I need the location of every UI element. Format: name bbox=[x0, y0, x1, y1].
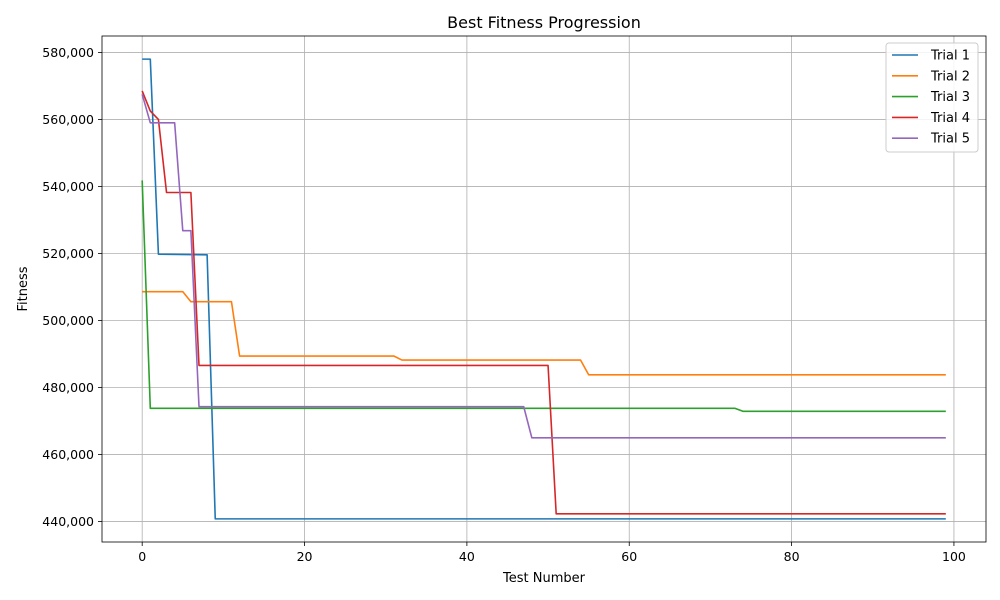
x-tick-label: 40 bbox=[459, 549, 475, 564]
series-line-trial-2 bbox=[142, 290, 946, 376]
y-tick-label: 440,000 bbox=[42, 514, 94, 529]
y-axis-label: Fitness bbox=[16, 266, 31, 311]
x-axis-label: Test Number bbox=[502, 571, 586, 586]
y-tick-label: 520,000 bbox=[42, 246, 94, 261]
x-tick-label: 20 bbox=[297, 549, 313, 564]
series-line-trial-5 bbox=[141, 94, 946, 439]
legend-label-trial-3: Trial 3 bbox=[930, 90, 970, 105]
legend-label-trial-5: Trial 5 bbox=[930, 132, 970, 147]
legend-label-trial-2: Trial 2 bbox=[930, 69, 970, 84]
series-line-trial-4 bbox=[141, 90, 946, 515]
y-tick-label: 460,000 bbox=[42, 447, 94, 462]
plot-background bbox=[102, 36, 986, 542]
series-line-trial-3 bbox=[141, 180, 946, 413]
y-tick-label: 500,000 bbox=[42, 313, 94, 328]
legend-box bbox=[885, 42, 979, 153]
y-tick-label: 480,000 bbox=[42, 380, 94, 395]
x-tick-label: 80 bbox=[784, 549, 800, 564]
y-tick-label: 580,000 bbox=[42, 45, 94, 60]
series-line-trial-1 bbox=[142, 58, 946, 520]
x-axis: 0 20 40 60 80 100 bbox=[138, 542, 966, 564]
plot-frame bbox=[101, 35, 987, 543]
legend-label-trial-4: Trial 4 bbox=[930, 111, 970, 126]
chart-title: Best Fitness Progression bbox=[447, 13, 641, 32]
y-axis: 440,000 460,000 480,000 500,000 520,000 540,0… bbox=[42, 45, 102, 529]
x-tick-label: 60 bbox=[621, 549, 637, 564]
legend: Trial 1 Trial 2 Trial 3 Trial 4 Trial 5 bbox=[885, 42, 979, 153]
x-tick-label: 100 bbox=[942, 549, 966, 564]
y-tick-label: 540,000 bbox=[42, 179, 94, 194]
series-layer bbox=[141, 58, 946, 520]
x-tick-label: 0 bbox=[138, 549, 146, 564]
legend-label-trial-1: Trial 1 bbox=[930, 49, 970, 64]
y-tick-label: 560,000 bbox=[42, 112, 94, 127]
